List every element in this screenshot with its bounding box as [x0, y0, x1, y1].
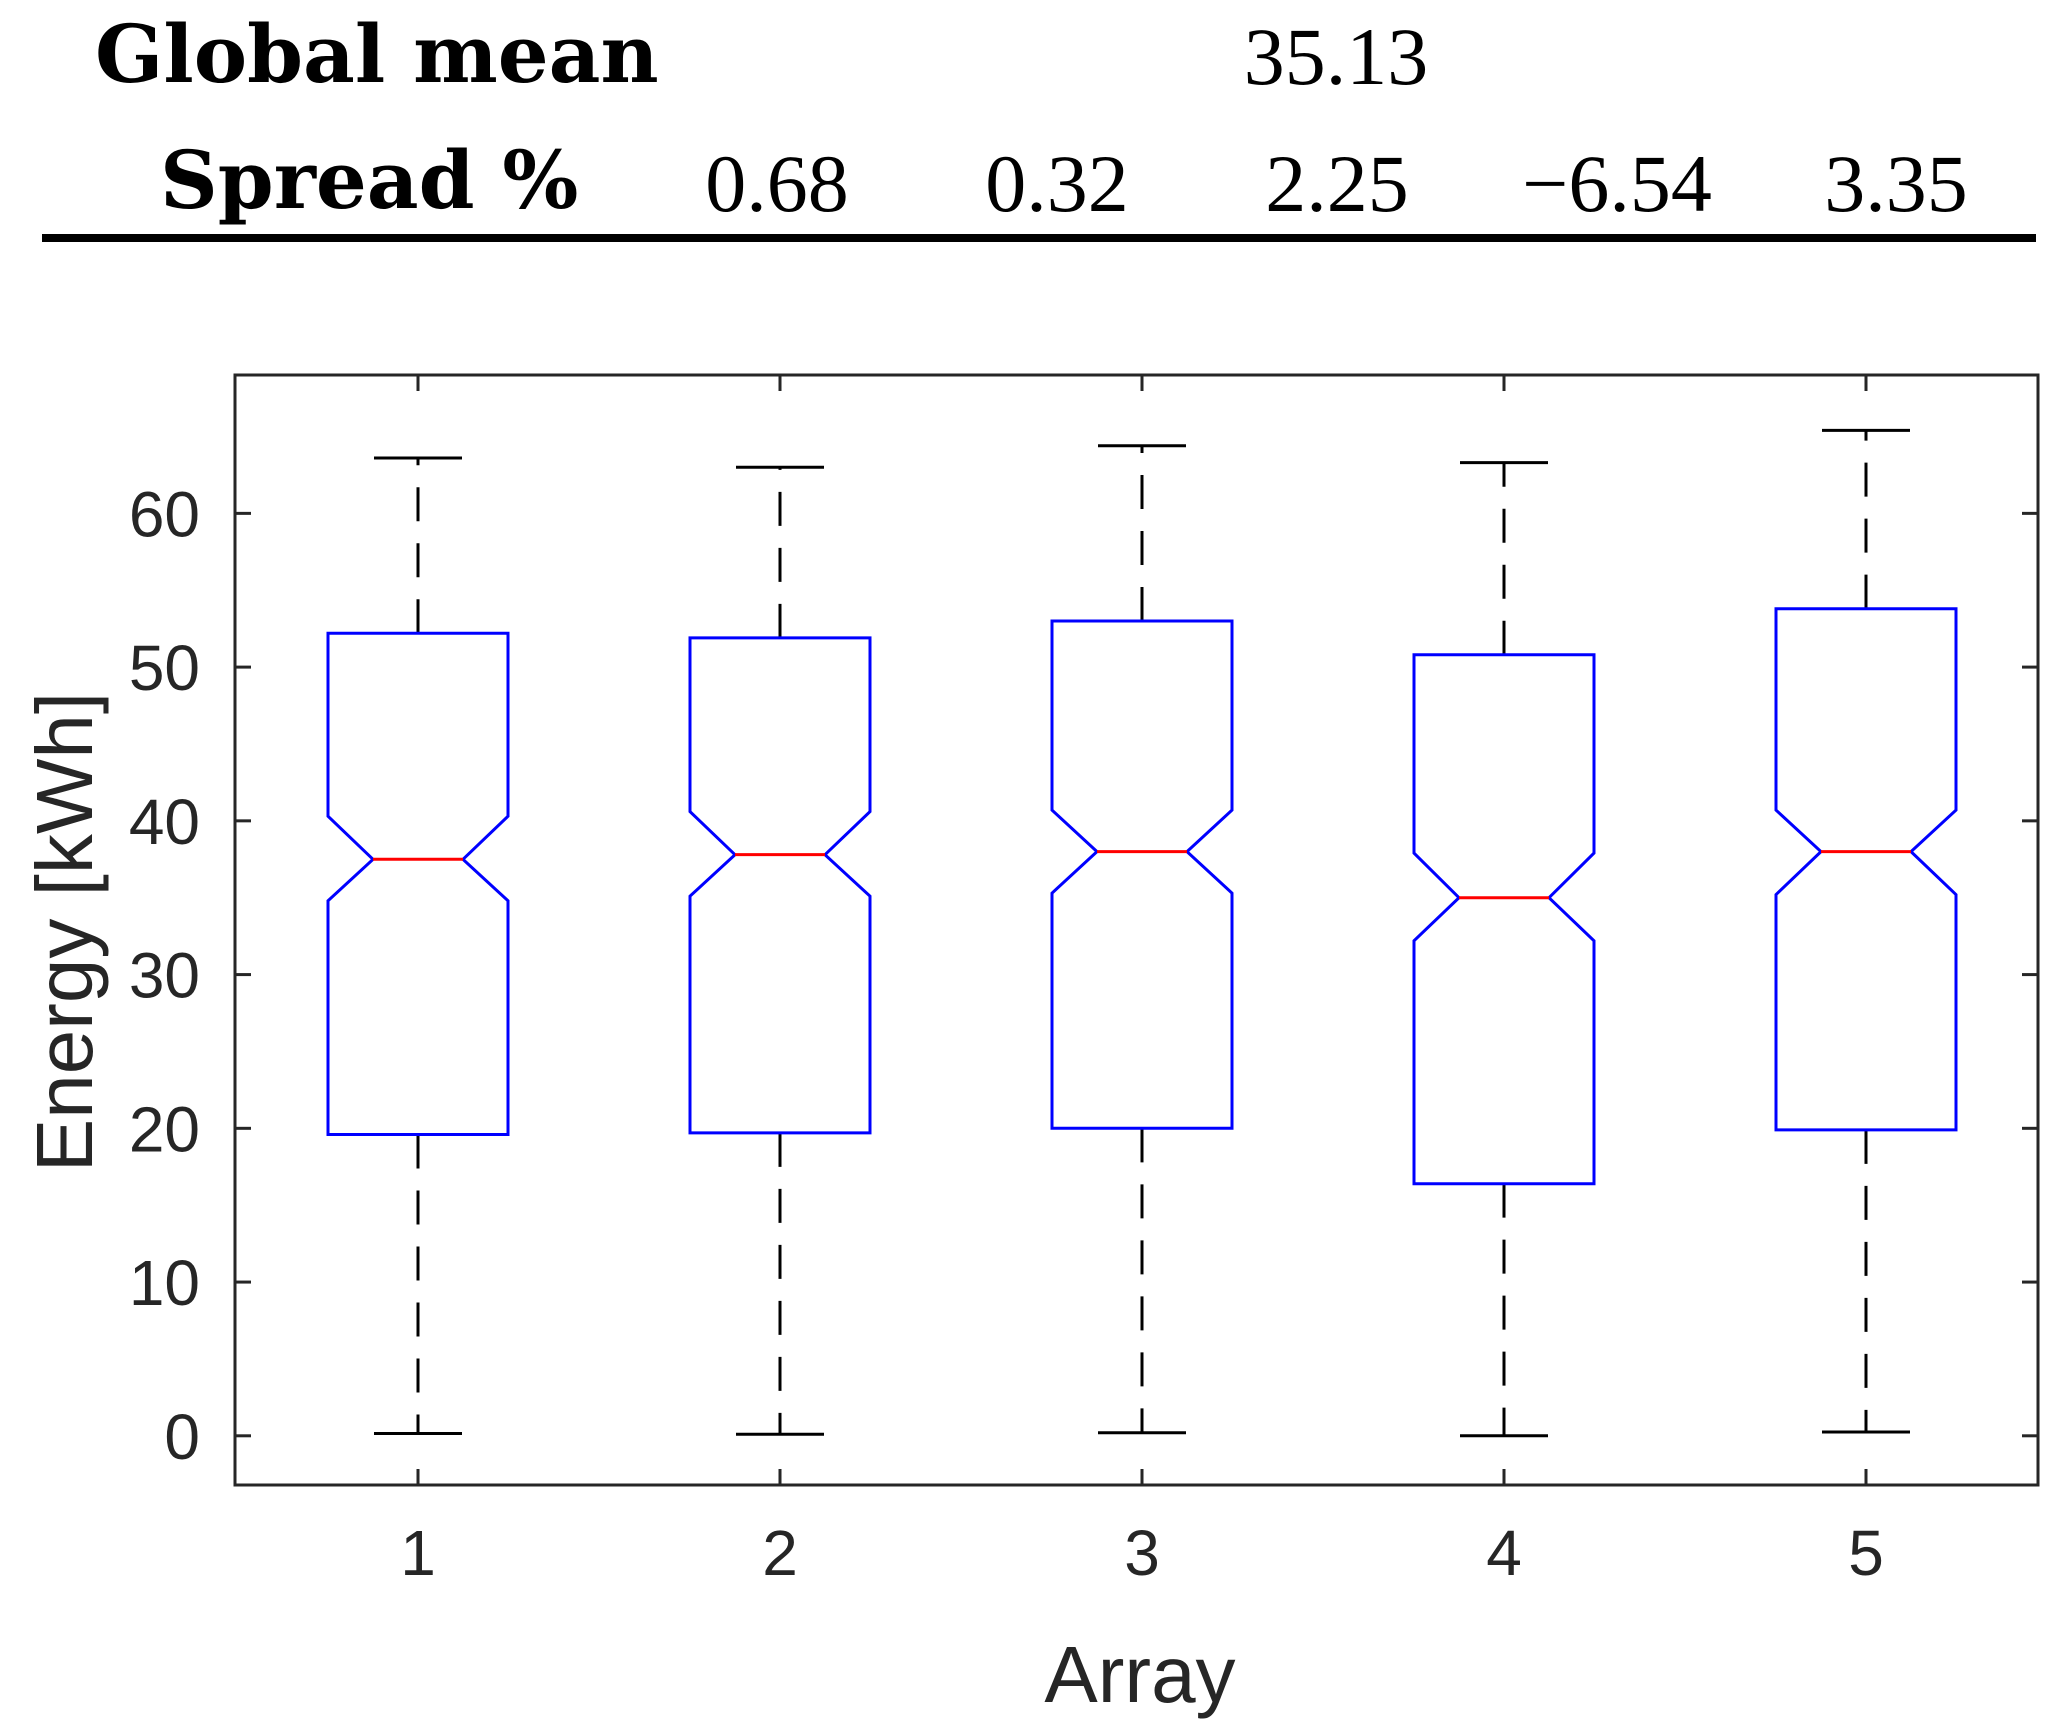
- y-tick-label: 50: [129, 632, 200, 704]
- boxplot-chart: 0 10 20 30 40 50 60 1 2 3 4 5: [129, 373, 2040, 1589]
- spread-value: 3.35: [1824, 138, 1968, 229]
- y-tick-label: 60: [129, 478, 200, 550]
- spread-value: 0.32: [985, 138, 1129, 229]
- spread-value: −6.54: [1522, 138, 1712, 229]
- y-tick-label: 20: [129, 1093, 200, 1165]
- global-mean-value: 35.13: [1244, 11, 1429, 102]
- y-tick-label: 30: [129, 940, 200, 1012]
- spread-value: 0.68: [705, 138, 849, 229]
- x-tick-label: 2: [762, 1517, 798, 1589]
- spread-value: 2.25: [1265, 138, 1409, 229]
- plot-frame: [233, 373, 2040, 1487]
- table-bottom-rule: [42, 234, 2036, 242]
- x-tick-label: 3: [1124, 1517, 1160, 1589]
- y-axis-label: Energy [kWh]: [20, 692, 109, 1172]
- box-5: [1774, 607, 1958, 1132]
- box-2: [688, 636, 872, 1135]
- x-tick-label: 5: [1848, 1517, 1884, 1589]
- spread-label: Spread %: [160, 133, 578, 227]
- y-tick-label: 10: [129, 1247, 200, 1319]
- box-3: [1050, 619, 1234, 1130]
- summary-table: Global mean 35.13 Spread % 0.68 0.32 2.2…: [42, 7, 2036, 242]
- box-1: [326, 631, 510, 1136]
- global-mean-label: Global mean: [95, 7, 659, 101]
- y-tick-label: 0: [164, 1401, 200, 1473]
- box-4: [1412, 653, 1596, 1186]
- y-tick-label: 40: [129, 786, 200, 858]
- x-axis-label: Array: [1044, 1630, 1235, 1719]
- x-tick-label: 1: [400, 1517, 436, 1589]
- x-tick-label: 4: [1486, 1517, 1522, 1589]
